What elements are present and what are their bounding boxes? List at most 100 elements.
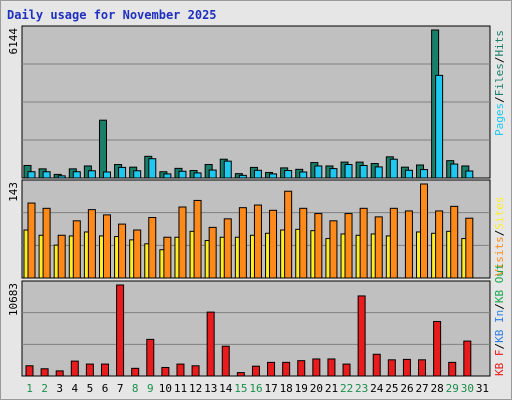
day-label: 5 (87, 382, 94, 395)
day-label: 24 (370, 382, 384, 395)
legend-sites-visits-part: / (493, 230, 506, 237)
panel-3-ymax-label: 10683 (7, 283, 20, 316)
sites-bar (57, 234, 66, 279)
day-label: 21 (325, 382, 338, 395)
sites-bar (178, 206, 187, 279)
sites-bar (148, 217, 157, 279)
legend-pages-files-hits-part: Hits (493, 30, 506, 57)
day-label: 4 (72, 382, 79, 395)
panel-1-ymax-label: 6144 (7, 28, 20, 55)
day-label: 1 (26, 382, 33, 395)
sites-bar (118, 223, 127, 279)
kbf-bar (25, 365, 34, 377)
kbf-bar (206, 311, 215, 377)
day-label: 27 (415, 382, 428, 395)
legend-pages-files-hits-part: / (493, 96, 506, 103)
sites-bar (223, 218, 232, 279)
legend-kbf-kbin-kbout-part: KB Out (493, 263, 506, 303)
legend-pages-files-hits-part: Files (493, 63, 506, 96)
day-label: 3 (56, 382, 63, 395)
kbf-bar (448, 361, 457, 377)
sites-bar (102, 214, 111, 279)
kbf-bar (221, 345, 230, 377)
panel-3-plot-area (21, 280, 491, 377)
day-label: 30 (461, 382, 474, 395)
legend-kbf-kbin-kbout-part: KB In (493, 310, 506, 343)
sites-bar (374, 216, 383, 279)
kbf-bar (100, 363, 109, 377)
kbf-bar (116, 284, 125, 377)
pages-bar (329, 168, 338, 179)
kbf-bar (55, 370, 64, 377)
pages-bar (269, 173, 278, 179)
legend-sites-visits: Visits/Sites (493, 197, 506, 277)
pages-bar (57, 175, 66, 179)
pages-bar (178, 170, 187, 179)
day-label: 20 (310, 382, 323, 395)
pages-bar (102, 171, 111, 179)
day-label: 10 (159, 382, 172, 395)
day-label: 2 (41, 382, 48, 395)
day-label: 13 (204, 382, 217, 395)
pages-bar (389, 158, 398, 179)
day-label: 15 (234, 382, 247, 395)
kbf-bar (40, 368, 49, 377)
kbf-bar (251, 365, 260, 377)
pages-bar (72, 171, 81, 179)
kbf-bar (357, 295, 366, 377)
pages-bar (314, 165, 323, 179)
sites-bar (359, 207, 368, 279)
day-label: 17 (264, 382, 277, 395)
sites-bar (163, 236, 172, 279)
day-label: 18 (280, 382, 293, 395)
sites-bar (269, 209, 278, 279)
kbf-bar (327, 358, 336, 377)
kbf-bar (372, 353, 381, 377)
day-label: 6 (102, 382, 109, 395)
day-label: 28 (431, 382, 444, 395)
pages-bar (435, 74, 444, 179)
pages-bar (344, 164, 353, 179)
sites-bar (465, 217, 474, 279)
kbf-bar (161, 366, 170, 377)
sites-bar (299, 207, 308, 279)
kbf-bar (418, 359, 427, 377)
legend-pages-files-hits: Pages/Files/Hits (493, 30, 506, 136)
sites-bar (208, 226, 217, 279)
pages-bar (133, 170, 142, 179)
day-label: 11 (174, 382, 187, 395)
pages-bar (223, 160, 232, 179)
kbf-bar (267, 361, 276, 377)
sites-bar (193, 199, 202, 279)
day-label: 7 (117, 382, 124, 395)
legend-kbf-kbin-kbout-part: / (493, 343, 506, 350)
chart-title: Daily usage for November 2025 (7, 8, 217, 22)
day-label: 9 (147, 382, 154, 395)
pages-bar (193, 172, 202, 179)
pages-bar (27, 171, 36, 179)
kbf-bar (342, 363, 351, 377)
day-label: 16 (249, 382, 262, 395)
pages-bar (208, 169, 217, 179)
kbf-bar (131, 367, 140, 377)
legend-pages-files-hits-part: / (493, 57, 506, 64)
sites-bar (420, 183, 429, 279)
day-label: 8 (132, 382, 139, 395)
legend-sites-visits-part: Sites (493, 197, 506, 230)
pages-bar (163, 173, 172, 179)
pages-bar (420, 169, 429, 179)
pages-bar (374, 166, 383, 179)
pages-bar (42, 171, 51, 179)
pages-bar (404, 169, 413, 179)
kbf-bar (312, 358, 321, 377)
pages-bar (238, 174, 247, 179)
kbf-bar (297, 360, 306, 377)
kbf-bar (191, 365, 200, 377)
panel-2-ymax-label: 143 (7, 182, 20, 202)
sites-bar (329, 220, 338, 279)
pages-bar (359, 164, 368, 179)
kbf-bar (282, 361, 291, 377)
sites-bar (87, 209, 96, 279)
sites-bar (284, 190, 293, 279)
sites-bar (389, 207, 398, 279)
